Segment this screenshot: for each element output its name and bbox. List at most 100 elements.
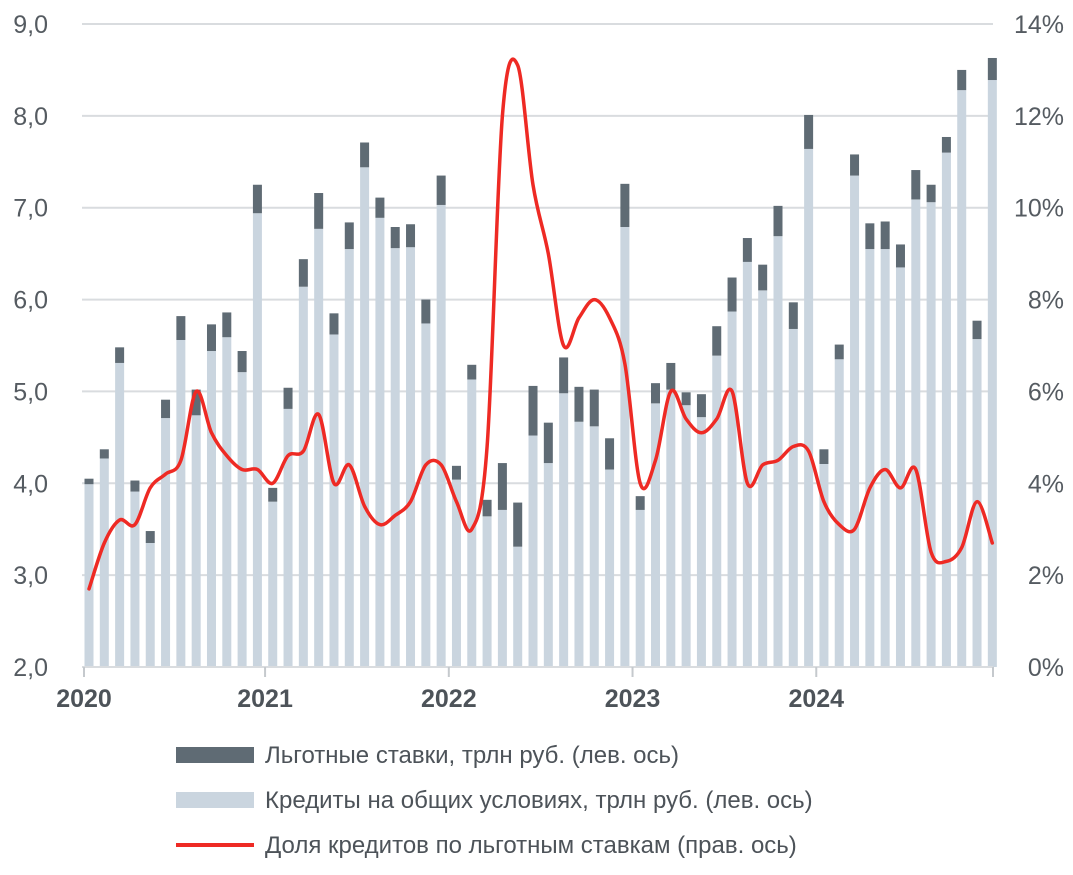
bar-general-terms [605, 469, 615, 667]
y-right-tick-label: 8% [1028, 287, 1064, 315]
bar-preferential-rates [191, 389, 201, 416]
bar-general-terms [176, 339, 186, 667]
bar-general-terms [421, 323, 431, 667]
y-right-tick-label: 0% [1028, 654, 1064, 682]
bar-preferential-rates [911, 170, 921, 200]
bar-preferential-rates [880, 221, 890, 250]
bar-general-terms [360, 167, 370, 667]
bar-general-terms [666, 389, 676, 667]
bar-general-terms [788, 328, 798, 667]
legend: Льготные ставки, трлн руб. (лев. ось) Кре… [176, 742, 813, 859]
bar-preferential-rates [283, 387, 293, 409]
bar-general-terms [513, 546, 523, 667]
bar-general-terms [467, 379, 477, 667]
bar-preferential-rates [773, 205, 783, 237]
x-tick-label: 2021 [237, 685, 293, 713]
y-left-tick-label: 5,0 [13, 378, 48, 406]
bar-general-terms [589, 426, 599, 667]
bar-general-terms [451, 479, 461, 667]
bar-general-terms [115, 362, 125, 667]
right-axis-ticks: 0% 2% 4% 6% 8% 10% 12% 14% [1014, 11, 1064, 682]
bar-general-terms [559, 393, 569, 667]
bar-general-terms [130, 491, 140, 667]
bar-general-terms [283, 408, 293, 667]
y-right-tick-label: 10% [1014, 195, 1064, 223]
x-tick-label: 2024 [788, 685, 844, 713]
y-left-tick-label: 4,0 [13, 470, 48, 498]
bar-general-terms [436, 204, 446, 668]
legend-swatch [176, 792, 254, 808]
x-tick-label: 2023 [605, 685, 661, 713]
bar-general-terms [957, 90, 967, 667]
bar-preferential-rates [145, 531, 155, 543]
bar-preferential-rates [467, 364, 477, 380]
bar-preferential-rates [115, 347, 125, 363]
bar-preferential-rates [941, 136, 951, 153]
x-axis [82, 666, 994, 677]
bar-preferential-rates [314, 193, 324, 229]
x-tick-label: 2020 [56, 685, 112, 713]
bar-general-terms [298, 286, 308, 667]
bar-preferential-rates [605, 438, 615, 470]
bar-preferential-rates [375, 197, 385, 218]
bar-general-terms [727, 311, 737, 667]
bar-general-terms [620, 227, 630, 668]
bar-preferential-rates [237, 351, 247, 373]
bar-preferential-rates [268, 487, 278, 502]
bar-general-terms [941, 152, 951, 668]
bar-preferential-rates [206, 324, 216, 352]
bar-general-terms [497, 509, 507, 667]
bar-preferential-rates [895, 244, 905, 268]
bar-general-terms [742, 261, 752, 667]
bar-preferential-rates [727, 277, 737, 312]
bar-preferential-rates [651, 383, 661, 404]
bar-preferential-rates [451, 465, 461, 480]
bar-general-terms [819, 463, 829, 667]
bar-preferential-rates [482, 499, 492, 517]
bar-preferential-rates [329, 313, 339, 335]
x-tick-label: 2022 [421, 685, 477, 713]
bar-preferential-rates [513, 502, 523, 547]
share-preferential-line [87, 57, 995, 591]
legend-swatch [176, 747, 254, 763]
line-series [87, 57, 995, 591]
bar-preferential-rates [987, 57, 997, 81]
bar-general-terms [681, 405, 691, 667]
bar-general-terms [375, 217, 385, 667]
y-left-tick-label: 3,0 [13, 562, 48, 590]
bar-general-terms [926, 202, 936, 667]
bar-preferential-rates [559, 357, 569, 394]
bar-preferential-rates [543, 422, 553, 464]
y-left-tick-label: 8,0 [13, 103, 48, 131]
bar-general-terms [773, 236, 783, 667]
bar-general-terms [344, 249, 354, 668]
y-right-tick-label: 6% [1028, 378, 1064, 406]
bar-general-terms [99, 458, 109, 667]
x-axis-ticks: 2020 2021 2022 2023 2024 [56, 685, 844, 713]
bar-preferential-rates [360, 142, 370, 168]
bar-preferential-rates [620, 183, 630, 228]
bar-preferential-rates [681, 392, 691, 406]
bar-preferential-rates [788, 302, 798, 329]
bar-preferential-rates [222, 312, 232, 338]
left-axis-ticks: 2,0 3,0 4,0 5,0 6,0 7,0 8,0 9,0 [13, 11, 48, 682]
bar-preferential-rates [589, 389, 599, 427]
bar-preferential-rates [804, 114, 814, 149]
bar-preferential-rates [436, 175, 446, 205]
bar-general-terms [161, 418, 171, 667]
bar-general-terms [329, 334, 339, 667]
bar-preferential-rates [819, 449, 829, 464]
bar-general-terms [482, 516, 492, 667]
bar-preferential-rates [421, 299, 431, 324]
bar-general-terms [651, 403, 661, 667]
bar-general-terms [865, 249, 875, 668]
bar-general-terms [880, 249, 890, 668]
bar-general-terms [191, 415, 201, 667]
bar-general-terms [696, 417, 706, 667]
bar-preferential-rates [344, 222, 354, 250]
bar-preferential-rates [742, 238, 752, 262]
y-right-tick-label: 2% [1028, 562, 1064, 590]
bar-preferential-rates [972, 320, 982, 340]
